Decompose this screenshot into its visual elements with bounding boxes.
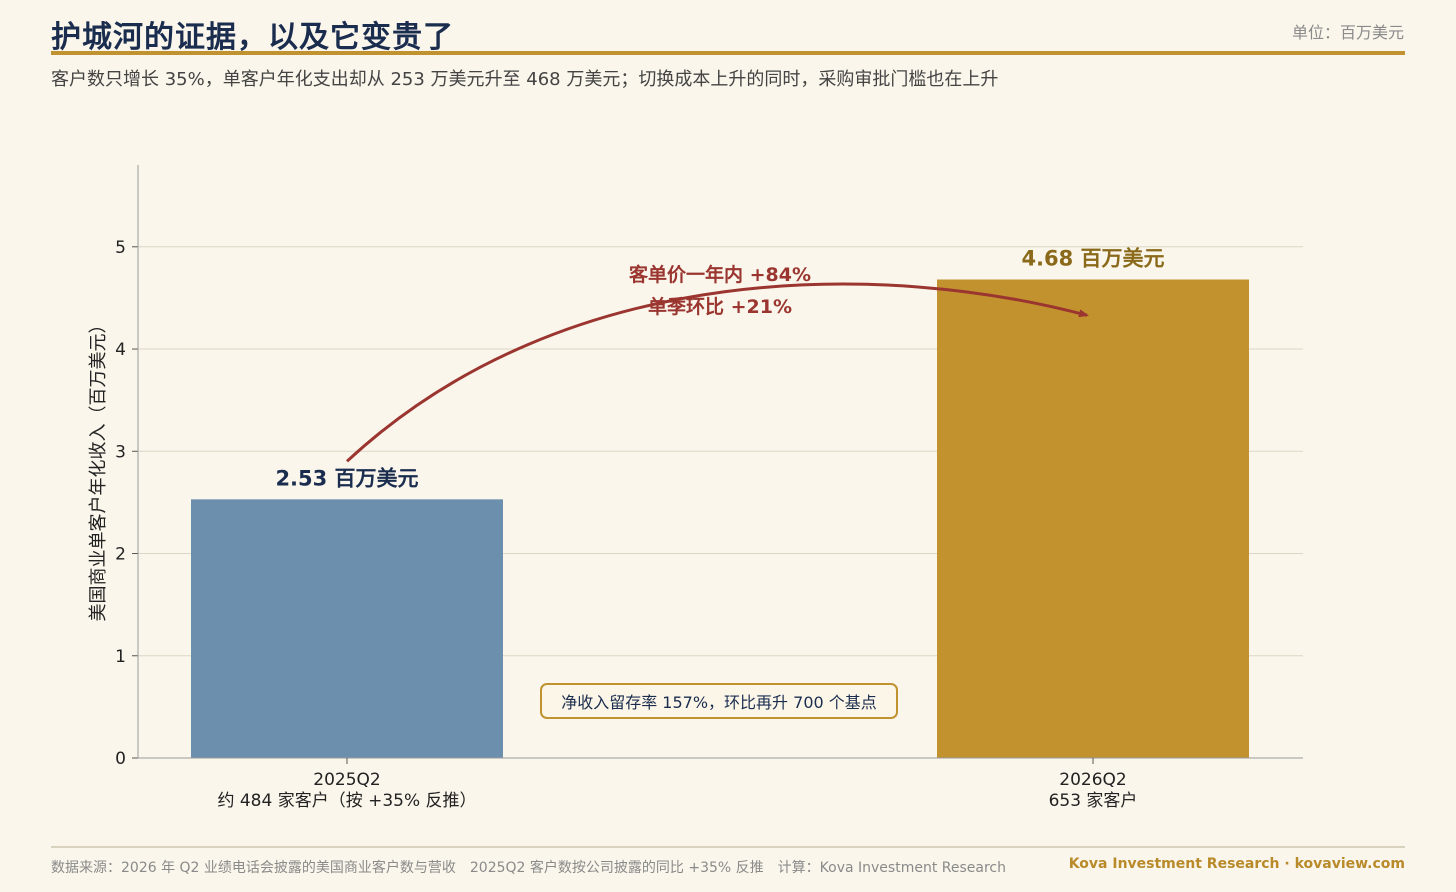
footer-divider: [51, 846, 1405, 848]
x-tick-sublabel: 约 484 家客户（按 +35% 反推）: [217, 791, 476, 811]
x-tick-label: 2025Q2: [313, 770, 380, 790]
bar-2026Q2: [937, 279, 1249, 758]
y-axis-label: 美国商业单客户年化收入（百万美元）: [88, 316, 109, 622]
arrow-label-line2: 单季环比 +21%: [648, 295, 792, 318]
data-label: 2.53 百万美元: [275, 466, 418, 490]
arrow-label-line1: 客单价一年内 +84%: [629, 263, 811, 286]
unit-label: 单位：百万美元: [1291, 23, 1404, 42]
bar-2025Q2: [191, 499, 503, 758]
y-tick-label: 4: [115, 340, 126, 360]
page-subtitle: 客户数只增长 35%，单客户年化支出却从 253 万美元升至 468 万美元；切…: [51, 69, 999, 90]
footer-brand: Kova Investment Research · kovaview.com: [1068, 856, 1405, 872]
nrr-annotation-box: 净收入留存率 157%，环比再升 700 个基点: [540, 683, 898, 719]
y-tick-label: 1: [115, 647, 126, 667]
page-title: 护城河的证据，以及它变贵了: [51, 20, 454, 55]
footer-source: 数据来源：2026 年 Q2 业绩电话会披露的美国商业客户数与营收 2025Q2…: [51, 860, 1006, 876]
y-tick-label: 3: [115, 442, 126, 462]
growth-arrow: [345, 282, 1089, 463]
y-tick-label: 2: [115, 545, 126, 565]
x-tick-label: 2026Q2: [1059, 770, 1126, 790]
y-tick-label: 5: [115, 238, 126, 258]
y-tick-label: 0: [115, 749, 126, 769]
x-tick-sublabel: 653 家客户: [1049, 791, 1138, 811]
data-label: 4.68 百万美元: [1021, 247, 1164, 271]
title-divider: [51, 51, 1405, 55]
